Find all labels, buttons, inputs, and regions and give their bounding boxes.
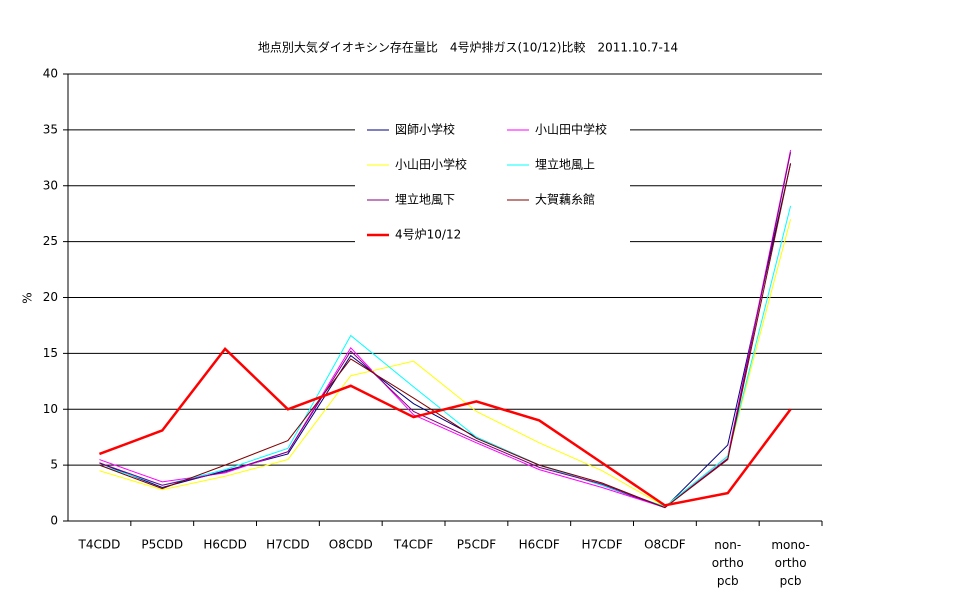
legend-label: 大賀藕糸館: [535, 192, 595, 207]
series-line: [99, 163, 792, 509]
x-tick-label: H6CDF: [519, 538, 560, 552]
series-line: [98, 347, 792, 507]
x-tick-label: mono-ortho pcb: [771, 538, 810, 588]
x-tick-label: H6CDD: [203, 538, 247, 552]
legend-label: 埋立地風上: [535, 157, 595, 172]
y-tick-label: 0: [50, 514, 58, 528]
series-line: [99, 205, 792, 508]
legend-label: 小山田小学校: [395, 157, 467, 172]
legend-box: [355, 110, 630, 260]
y-tick-label: 40: [43, 67, 58, 81]
x-tick-label: O8CDD: [329, 538, 373, 552]
x-tick-label: P5CDF: [457, 538, 496, 552]
y-tick-label: 15: [43, 346, 58, 360]
y-tick-label: 10: [43, 402, 58, 416]
series-line: [99, 163, 792, 509]
y-tick-label: 30: [43, 178, 58, 192]
legend-label: 図師小学校: [395, 122, 455, 137]
chart-title: 地点別大気ダイオキシン存在量比 4号炉排ガス(10/12)比較 2011.10.…: [258, 40, 678, 55]
y-tick-label: 5: [50, 458, 58, 472]
x-tick-label: P5CDD: [141, 538, 183, 552]
legend-label: 小山田中学校: [535, 122, 607, 137]
legend-label: 4号炉10/12: [395, 228, 461, 242]
x-tick-label: non-ortho pcb: [712, 538, 744, 588]
x-tick-label: O8CDF: [644, 538, 686, 552]
series-line: [99, 219, 792, 508]
x-tick-label: H7CDF: [581, 538, 622, 552]
y-tick-label: 35: [43, 122, 58, 136]
legend-label: 埋立地風下: [395, 192, 455, 207]
y-tick-label: 25: [43, 234, 58, 248]
x-tick-label: T4CDF: [393, 538, 434, 552]
y-tick-label: 20: [43, 290, 58, 304]
y-axis-label: %: [21, 292, 35, 303]
x-tick-label: H7CDD: [266, 538, 310, 552]
x-tick-label: T4CDD: [78, 538, 121, 552]
